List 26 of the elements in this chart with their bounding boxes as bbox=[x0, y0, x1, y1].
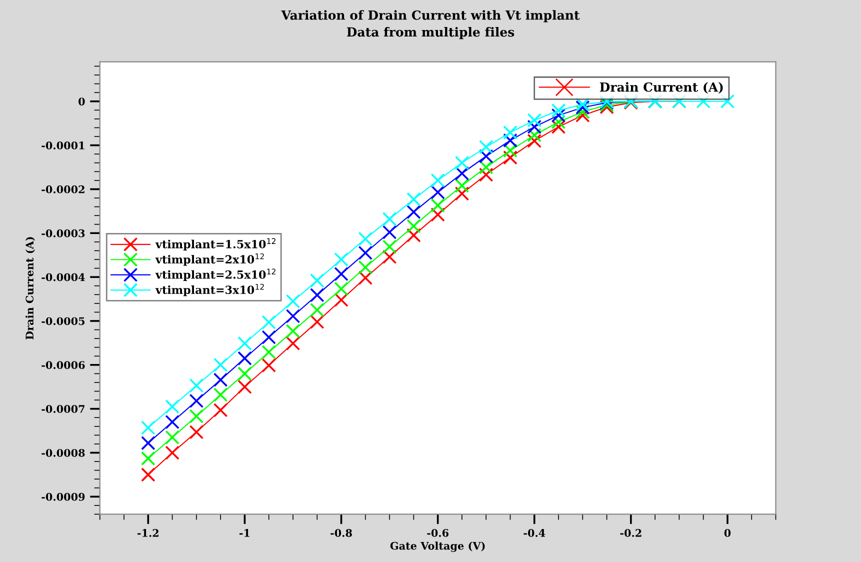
y-tick-label: -0.0001 bbox=[42, 142, 84, 150]
legend-label: vtimplant=2x10$^{12}$ bbox=[155, 253, 264, 266]
legend-label: vtimplant=1.5x10$^{12}$ bbox=[155, 238, 276, 251]
y-tick-label: -0.0002 bbox=[42, 185, 84, 194]
y-tick-label: -0.0003 bbox=[42, 229, 85, 238]
x-tick-label: -1 bbox=[239, 528, 250, 537]
y-tick-label: -0.0005 bbox=[42, 317, 85, 326]
chart-title: Variation of Drain Current with Vt implant bbox=[281, 10, 580, 22]
y-tick-label: -0.0007 bbox=[42, 405, 84, 413]
legend-label: vtimplant=2.5x10$^{12}$ bbox=[155, 268, 276, 281]
x-tick-label: -0.8 bbox=[330, 528, 352, 537]
y-tick-label: 0 bbox=[78, 98, 85, 106]
x-tick-label: -0.2 bbox=[620, 528, 642, 537]
x-tick-label: -0.6 bbox=[427, 528, 448, 537]
x-tick-label: -0.4 bbox=[524, 528, 546, 537]
legend-title: Drain Current (A) bbox=[600, 82, 723, 94]
legend-label: vtimplant=3x10$^{12}$ bbox=[155, 284, 264, 296]
x-tick-label: -1.2 bbox=[137, 528, 158, 537]
y-axis-title: Drain Current (A) bbox=[25, 237, 36, 340]
y-tick-label: -0.0006 bbox=[42, 361, 85, 369]
y-tick-label: -0.0009 bbox=[42, 492, 85, 501]
chart-subtitle: Data from multiple files bbox=[346, 27, 514, 40]
x-tick-label: 0 bbox=[724, 528, 731, 537]
y-tick-label: -0.0004 bbox=[42, 273, 85, 282]
y-tick-label: -0.0008 bbox=[42, 448, 85, 457]
x-axis-title: Gate Voltage (V) bbox=[390, 542, 485, 552]
